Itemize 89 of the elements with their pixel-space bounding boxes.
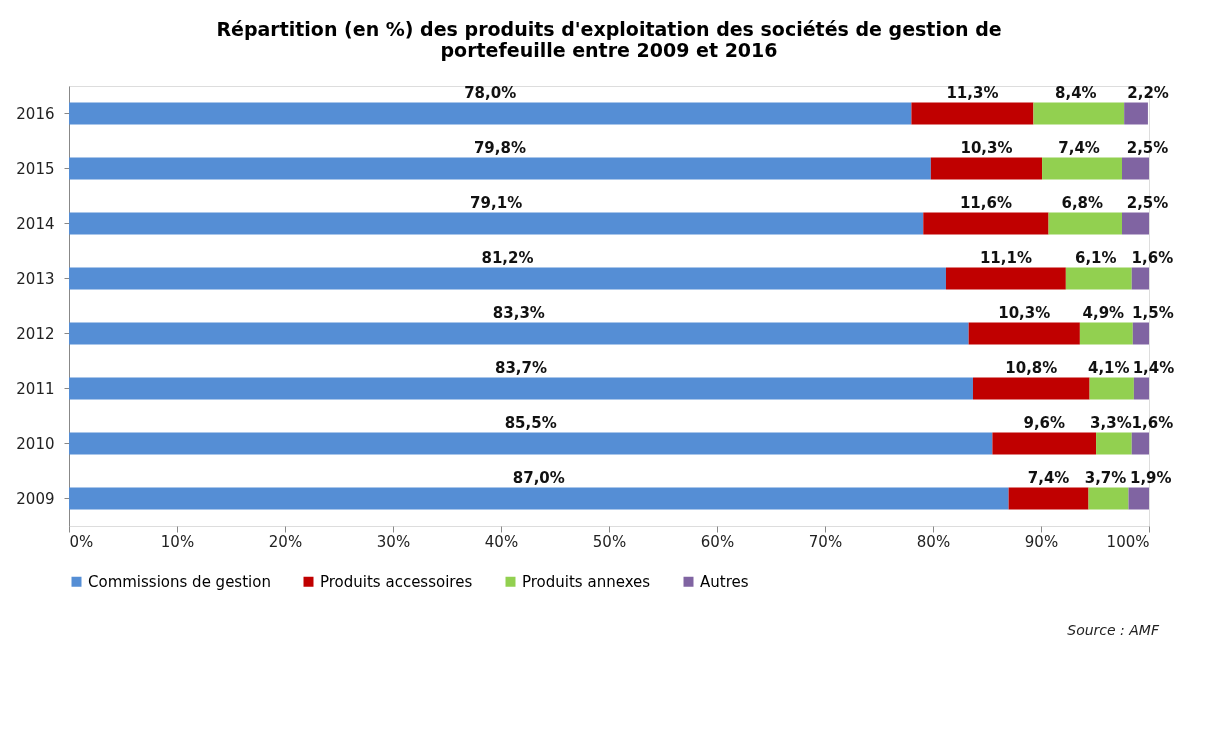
data-label: 83,3% bbox=[492, 303, 545, 322]
data-label: 1,6% bbox=[1131, 413, 1174, 432]
data-label: 1,5% bbox=[1132, 303, 1174, 322]
x-tick-label: 0% bbox=[69, 532, 94, 551]
y-tick-label: 2014 bbox=[16, 214, 55, 233]
data-label: 81,2% bbox=[481, 248, 534, 267]
bar bbox=[69, 102, 912, 125]
data-label: 11,1% bbox=[979, 248, 1032, 267]
bar bbox=[1008, 487, 1089, 510]
bar bbox=[69, 157, 931, 180]
y-tick-label: 2011 bbox=[16, 379, 55, 398]
data-label: 11,6% bbox=[959, 193, 1012, 212]
y-tick-label: 2010 bbox=[16, 434, 55, 453]
y-tick-label: 2009 bbox=[16, 489, 55, 508]
bar bbox=[1128, 487, 1149, 510]
legend-label: Produits annexes bbox=[522, 572, 651, 591]
y-tick-label: 2013 bbox=[16, 269, 55, 288]
data-label: 10,3% bbox=[998, 303, 1051, 322]
bar bbox=[1132, 322, 1149, 345]
data-label: 78,0% bbox=[464, 83, 517, 102]
legend-label: Commissions de gestion bbox=[88, 572, 271, 591]
data-label: 1,9% bbox=[1129, 468, 1172, 487]
data-label: 10,8% bbox=[1005, 358, 1058, 377]
data-label: 3,3% bbox=[1090, 413, 1132, 432]
data-label: 79,1% bbox=[470, 193, 523, 212]
x-tick-label: 60% bbox=[700, 532, 735, 551]
x-tick-label: 10% bbox=[160, 532, 195, 551]
x-tick-label: 20% bbox=[268, 532, 303, 551]
bar bbox=[69, 377, 973, 400]
bar bbox=[968, 322, 1080, 345]
bar bbox=[1065, 267, 1132, 290]
data-label: 83,7% bbox=[494, 358, 547, 377]
bar bbox=[972, 377, 1090, 400]
data-label: 7,4% bbox=[1058, 138, 1100, 157]
data-label: 85,5% bbox=[504, 413, 557, 432]
data-label: 1,6% bbox=[1131, 248, 1174, 267]
bar bbox=[911, 102, 1034, 125]
bar bbox=[1131, 432, 1149, 455]
data-label: 11,3% bbox=[946, 83, 999, 102]
bar bbox=[69, 432, 993, 455]
x-tick-label: 70% bbox=[808, 532, 843, 551]
x-tick-label: 30% bbox=[376, 532, 411, 551]
data-label: 2,2% bbox=[1127, 83, 1169, 102]
data-label: 9,6% bbox=[1023, 413, 1066, 432]
bar bbox=[69, 487, 1009, 510]
bar bbox=[1133, 377, 1149, 400]
x-tick-label: 80% bbox=[916, 532, 951, 551]
legend-label: Autres bbox=[700, 572, 749, 591]
data-label: 3,7% bbox=[1084, 468, 1127, 487]
data-label: 1,4% bbox=[1132, 358, 1175, 377]
data-label: 8,4% bbox=[1055, 83, 1097, 102]
bar bbox=[1124, 102, 1148, 125]
x-tick-label: 100% bbox=[1106, 532, 1150, 551]
bar bbox=[69, 212, 924, 235]
bar bbox=[69, 322, 969, 345]
source-note: Source : AMF bbox=[1067, 622, 1160, 638]
data-label: 87,0% bbox=[512, 468, 565, 487]
data-label: 79,8% bbox=[473, 138, 526, 157]
x-tick-label: 50% bbox=[592, 532, 627, 551]
y-tick-label: 2012 bbox=[16, 324, 55, 343]
bar bbox=[69, 267, 946, 290]
data-label: 7,4% bbox=[1027, 468, 1070, 487]
data-label: 2,5% bbox=[1126, 193, 1169, 212]
legend-label: Produits accessoires bbox=[320, 572, 473, 591]
data-label: 2,5% bbox=[1126, 138, 1169, 157]
bar bbox=[923, 212, 1049, 235]
bar bbox=[1122, 157, 1149, 180]
x-tick-label: 40% bbox=[484, 532, 519, 551]
data-label: 6,1% bbox=[1074, 248, 1117, 267]
data-label: 10,3% bbox=[960, 138, 1013, 157]
y-tick-label: 2016 bbox=[16, 104, 55, 123]
bar bbox=[945, 267, 1066, 290]
data-label: 6,8% bbox=[1061, 193, 1104, 212]
data-label: 4,9% bbox=[1082, 303, 1125, 322]
bar bbox=[1122, 212, 1149, 235]
bar bbox=[1089, 377, 1134, 400]
bar bbox=[992, 432, 1097, 455]
bar bbox=[1079, 322, 1133, 345]
data-label: 4,1% bbox=[1087, 358, 1130, 377]
bar bbox=[1042, 157, 1122, 180]
bar bbox=[1131, 267, 1149, 290]
chart-title: Répartition (en %) des produits d'exploitation des sociétés de gestion de portefeuille entre 2009 et 2016 bbox=[216, 17, 1002, 61]
bar bbox=[1048, 212, 1122, 235]
bar bbox=[1096, 432, 1132, 455]
x-tick-label: 90% bbox=[1024, 532, 1059, 551]
bar bbox=[930, 157, 1043, 180]
bar bbox=[1088, 487, 1129, 510]
y-tick-label: 2015 bbox=[16, 159, 55, 178]
bar bbox=[1033, 102, 1125, 125]
